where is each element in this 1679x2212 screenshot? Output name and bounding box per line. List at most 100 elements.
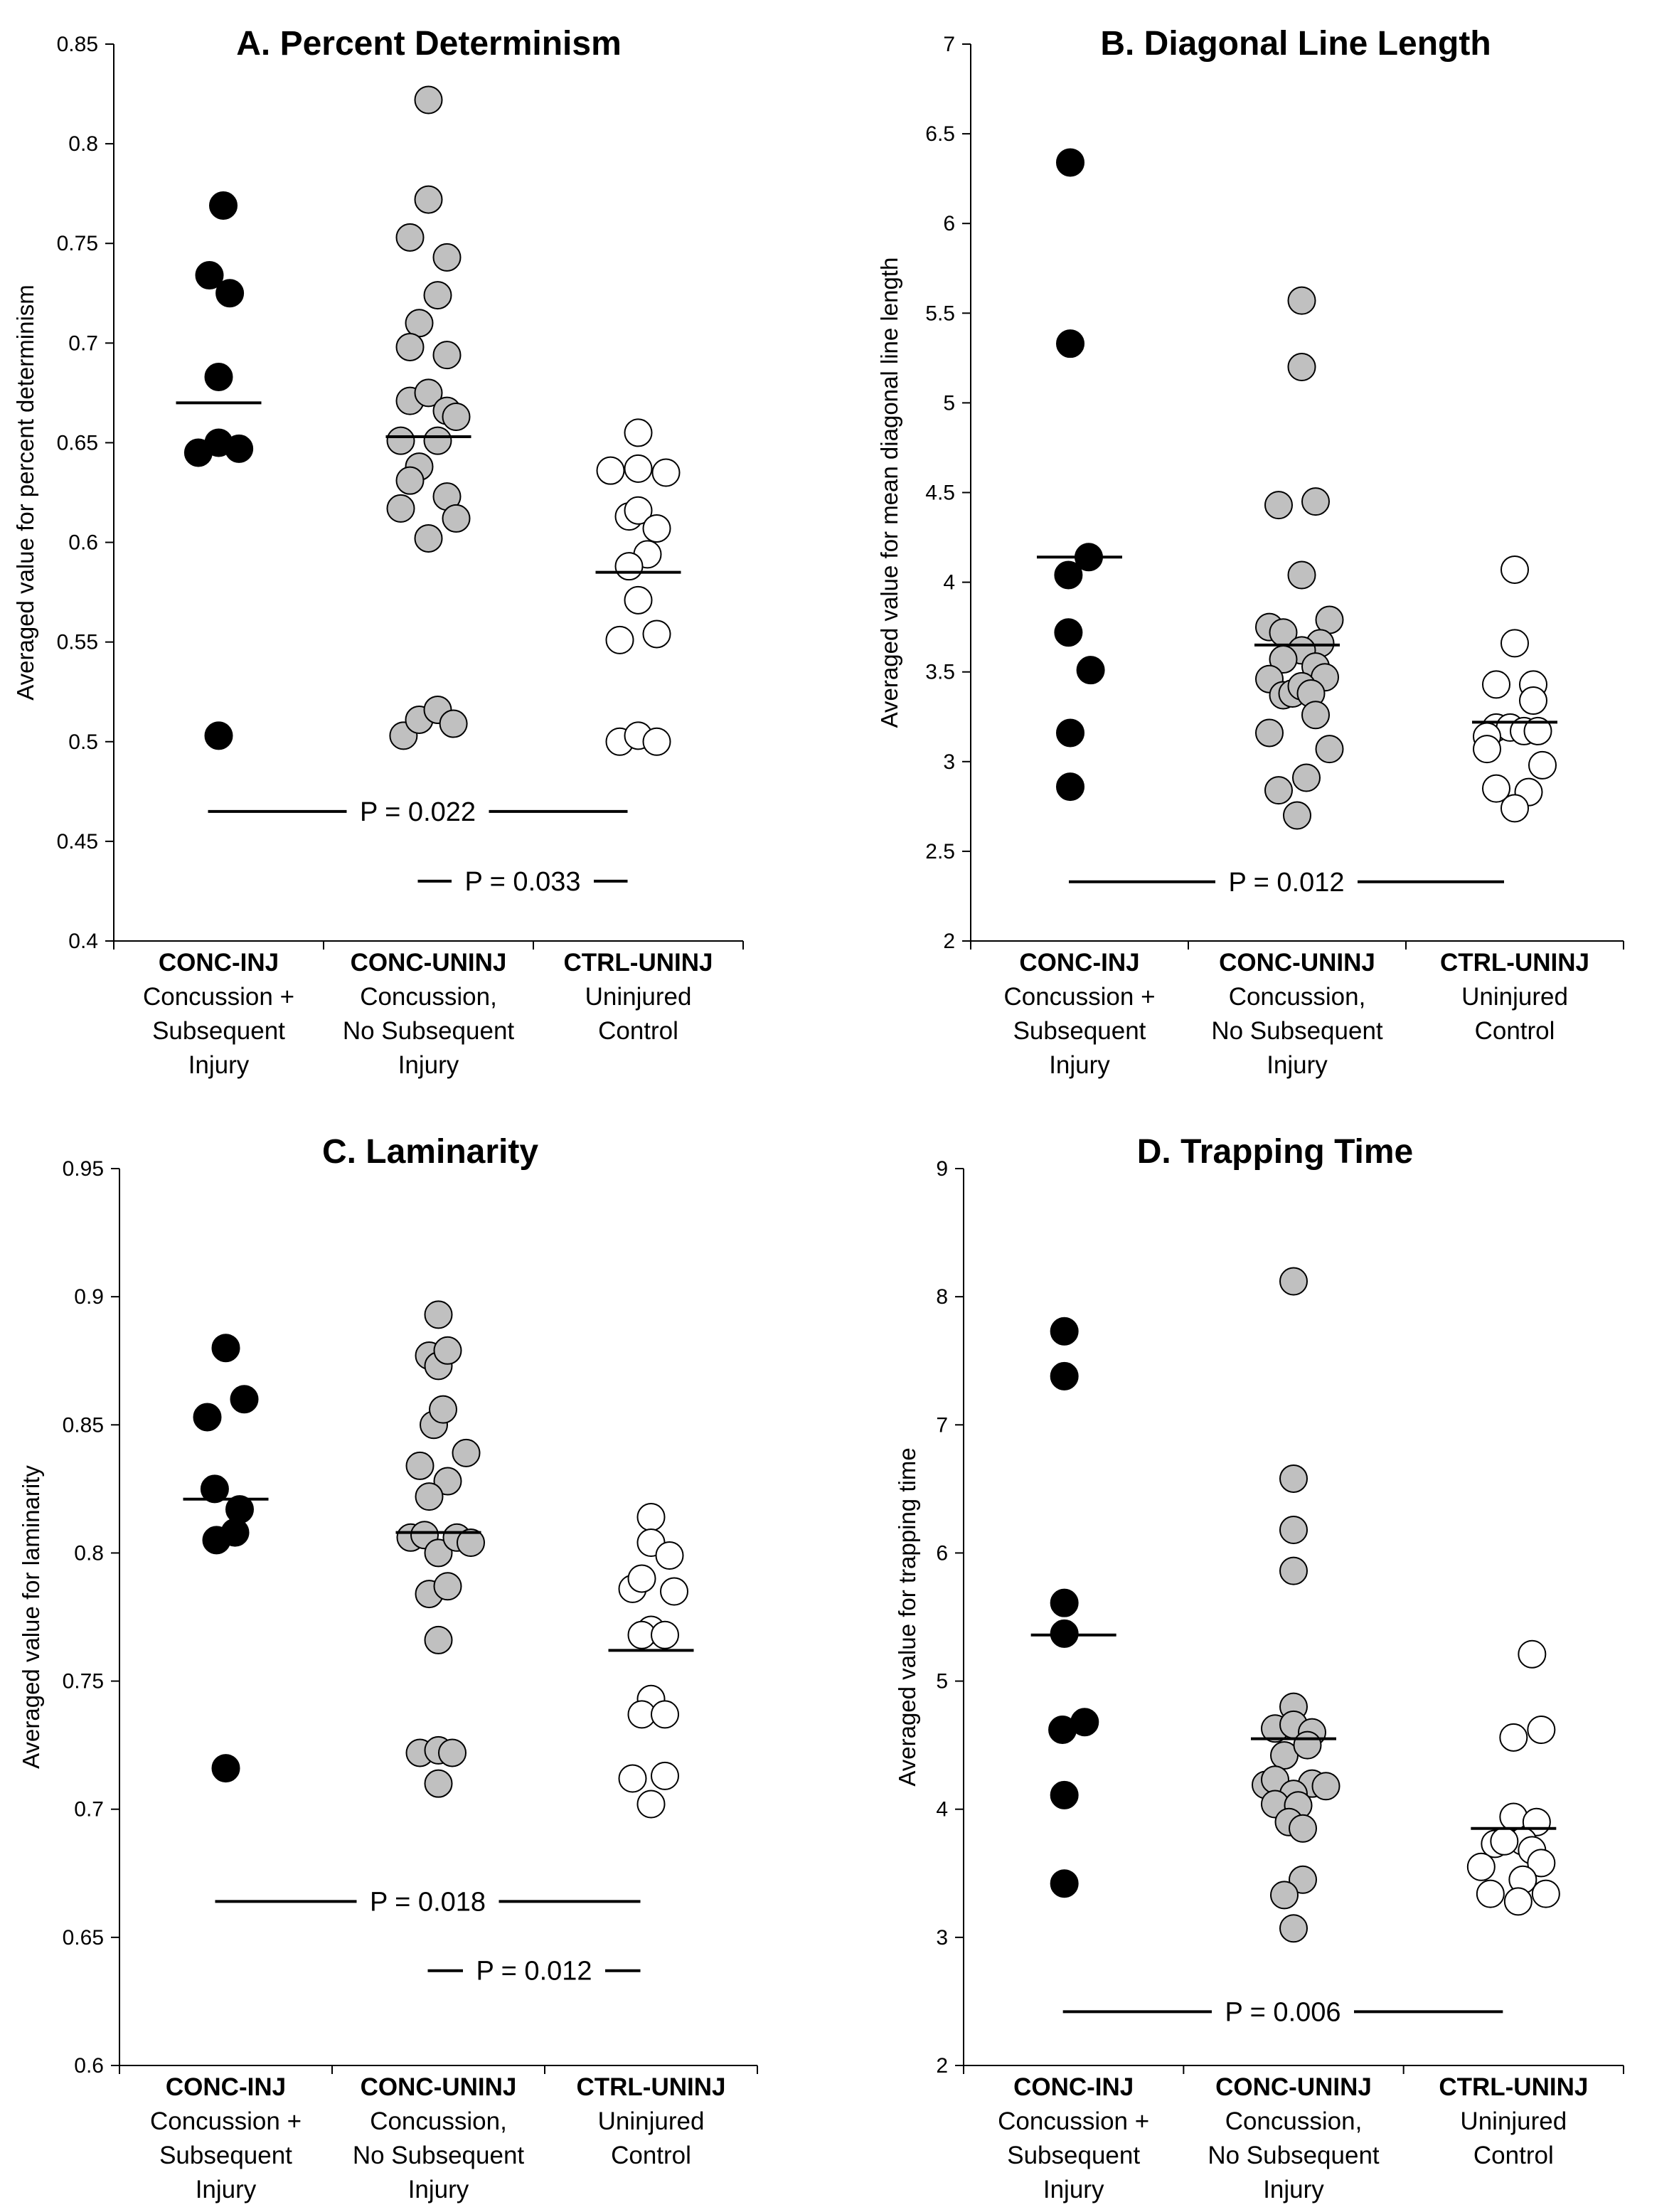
data-point-conc-uninj <box>1289 1865 1317 1894</box>
data-point-ctrl-uninj <box>624 585 653 615</box>
data-point-conc-inj <box>209 191 238 220</box>
category-code-label: CONC-INJ <box>166 2073 286 2101</box>
data-point-ctrl-uninj <box>1528 750 1557 780</box>
data-point-conc-uninj <box>433 1572 462 1601</box>
y-tick-label: 7 <box>936 1413 948 1437</box>
category-code-label: CONC-UNINJ <box>1215 2073 1372 2101</box>
data-point-conc-uninj <box>439 709 468 738</box>
data-point-conc-uninj <box>1279 1914 1308 1943</box>
y-tick-label: 2 <box>936 2054 948 2078</box>
p-value-label: P = 0.012 <box>1228 868 1344 898</box>
data-point-ctrl-uninj <box>1527 1716 1556 1745</box>
y-tick-label: 6 <box>943 212 955 235</box>
data-point-conc-uninj <box>442 403 471 432</box>
data-point-conc-uninj <box>457 1528 485 1558</box>
data-point-ctrl-uninj <box>614 552 644 581</box>
y-tick-label: 7 <box>943 33 955 56</box>
data-point-conc-uninj <box>1270 1881 1299 1910</box>
y-tick-label: 3 <box>936 1926 948 1950</box>
y-tick-label: 0.85 <box>63 1413 104 1437</box>
data-point-ctrl-uninj <box>605 625 634 654</box>
data-point-ctrl-uninj <box>651 1700 679 1729</box>
data-point-ctrl-uninj <box>1476 1879 1505 1908</box>
category-code-label: CONC-INJ <box>1013 2073 1134 2101</box>
category-code-label: CONC-INJ <box>1019 949 1139 977</box>
category-description-label: Control <box>598 1017 678 1045</box>
data-point-conc-uninj <box>1289 1814 1317 1843</box>
y-tick-label: 9 <box>936 1157 948 1181</box>
data-point-conc-uninj <box>1315 735 1344 764</box>
data-point-ctrl-uninj <box>1490 1827 1519 1856</box>
category-code-label: CONC-UNINJ <box>1219 949 1375 977</box>
category-description-label: Control <box>1473 2142 1554 2169</box>
data-point-conc-uninj <box>423 281 452 310</box>
data-point-ctrl-uninj <box>1501 794 1529 823</box>
data-point-ctrl-uninj <box>642 727 671 756</box>
chart-title: A. Percent Determinism <box>236 25 622 63</box>
data-point-conc-uninj <box>1287 352 1316 381</box>
category-description-label: Concussion + <box>143 983 294 1011</box>
data-point-conc-uninj <box>1279 1464 1308 1493</box>
category-description-label: Subsequent <box>152 1017 285 1045</box>
y-tick-label: 0.85 <box>57 33 98 56</box>
data-point-ctrl-uninj <box>627 1564 656 1593</box>
data-point-ctrl-uninj <box>624 454 653 483</box>
data-point-conc-inj <box>230 1385 259 1414</box>
data-point-conc-inj <box>195 261 224 290</box>
panel-c-laminarity: C. Laminarity Averaged value for laminari… <box>18 1133 758 2203</box>
data-point-conc-uninj <box>1292 763 1321 792</box>
data-point-ctrl-uninj <box>1523 716 1552 745</box>
data-point-ctrl-uninj <box>624 418 653 447</box>
data-point-ctrl-uninj <box>636 1790 666 1819</box>
data-point-conc-inj <box>1054 618 1083 647</box>
data-point-ctrl-uninj <box>1499 1802 1528 1831</box>
data-point-ctrl-uninj <box>1473 735 1501 764</box>
data-point-conc-uninj <box>405 1451 435 1480</box>
data-point-conc-uninj <box>1283 801 1311 830</box>
y-tick-label: 4 <box>936 1798 948 1822</box>
category-description-label: Uninjured <box>1461 983 1568 1011</box>
data-point-conc-inj <box>1050 1780 1079 1809</box>
data-point-ctrl-uninj <box>1503 1887 1533 1916</box>
chart-title: B. Diagonal Line Length <box>1100 25 1491 63</box>
category-description-label: Injury <box>1267 1051 1328 1079</box>
data-point-ctrl-uninj <box>1482 670 1510 699</box>
y-tick-label: 0.65 <box>57 431 98 454</box>
data-point-ctrl-uninj <box>655 1541 684 1570</box>
y-tick-label: 3.5 <box>925 661 955 684</box>
category-description-label: Injury <box>1043 2176 1104 2203</box>
data-point-ctrl-uninj <box>660 1577 688 1606</box>
category-description-label: Injury <box>196 2176 257 2203</box>
data-point-ctrl-uninj <box>651 1761 679 1790</box>
y-tick-label: 0.75 <box>63 1670 104 1693</box>
category-code-label: CONC-UNINJ <box>351 949 507 977</box>
chart-title: D. Trapping Time <box>1137 1133 1414 1171</box>
panel-d-trapping-time: D. Trapping Time Averaged value for trapp… <box>894 1133 1624 2203</box>
y-tick-label: 0.65 <box>63 1926 104 1950</box>
data-point-conc-uninj <box>424 1769 453 1798</box>
data-point-ctrl-uninj <box>636 1502 666 1531</box>
data-point-ctrl-uninj <box>618 1764 647 1793</box>
data-point-conc-uninj <box>432 341 462 370</box>
y-tick-label: 0.4 <box>68 930 98 953</box>
data-point-conc-uninj <box>395 466 425 495</box>
data-point-ctrl-uninj <box>596 456 625 485</box>
data-point-conc-inj <box>1050 1361 1079 1391</box>
data-point-ctrl-uninj <box>1519 686 1547 716</box>
data-point-conc-uninj <box>1264 776 1293 805</box>
data-point-conc-inj <box>220 1518 250 1547</box>
data-point-conc-inj <box>200 1474 229 1504</box>
y-tick-label: 0.5 <box>68 730 98 754</box>
data-point-ctrl-uninj <box>1466 1852 1496 1881</box>
data-point-conc-uninj <box>414 378 443 408</box>
data-point-conc-uninj <box>442 504 471 533</box>
y-tick-label: 8 <box>936 1285 948 1309</box>
category-description-label: Concussion + <box>998 2107 1149 2135</box>
data-point-conc-inj <box>1056 329 1084 358</box>
y-tick-label: 2 <box>943 930 955 953</box>
data-point-conc-inj <box>1076 656 1105 685</box>
data-point-ctrl-uninj <box>1499 1723 1528 1752</box>
data-point-ctrl-uninj <box>1518 1639 1547 1669</box>
y-tick-label: 0.8 <box>74 1541 104 1565</box>
